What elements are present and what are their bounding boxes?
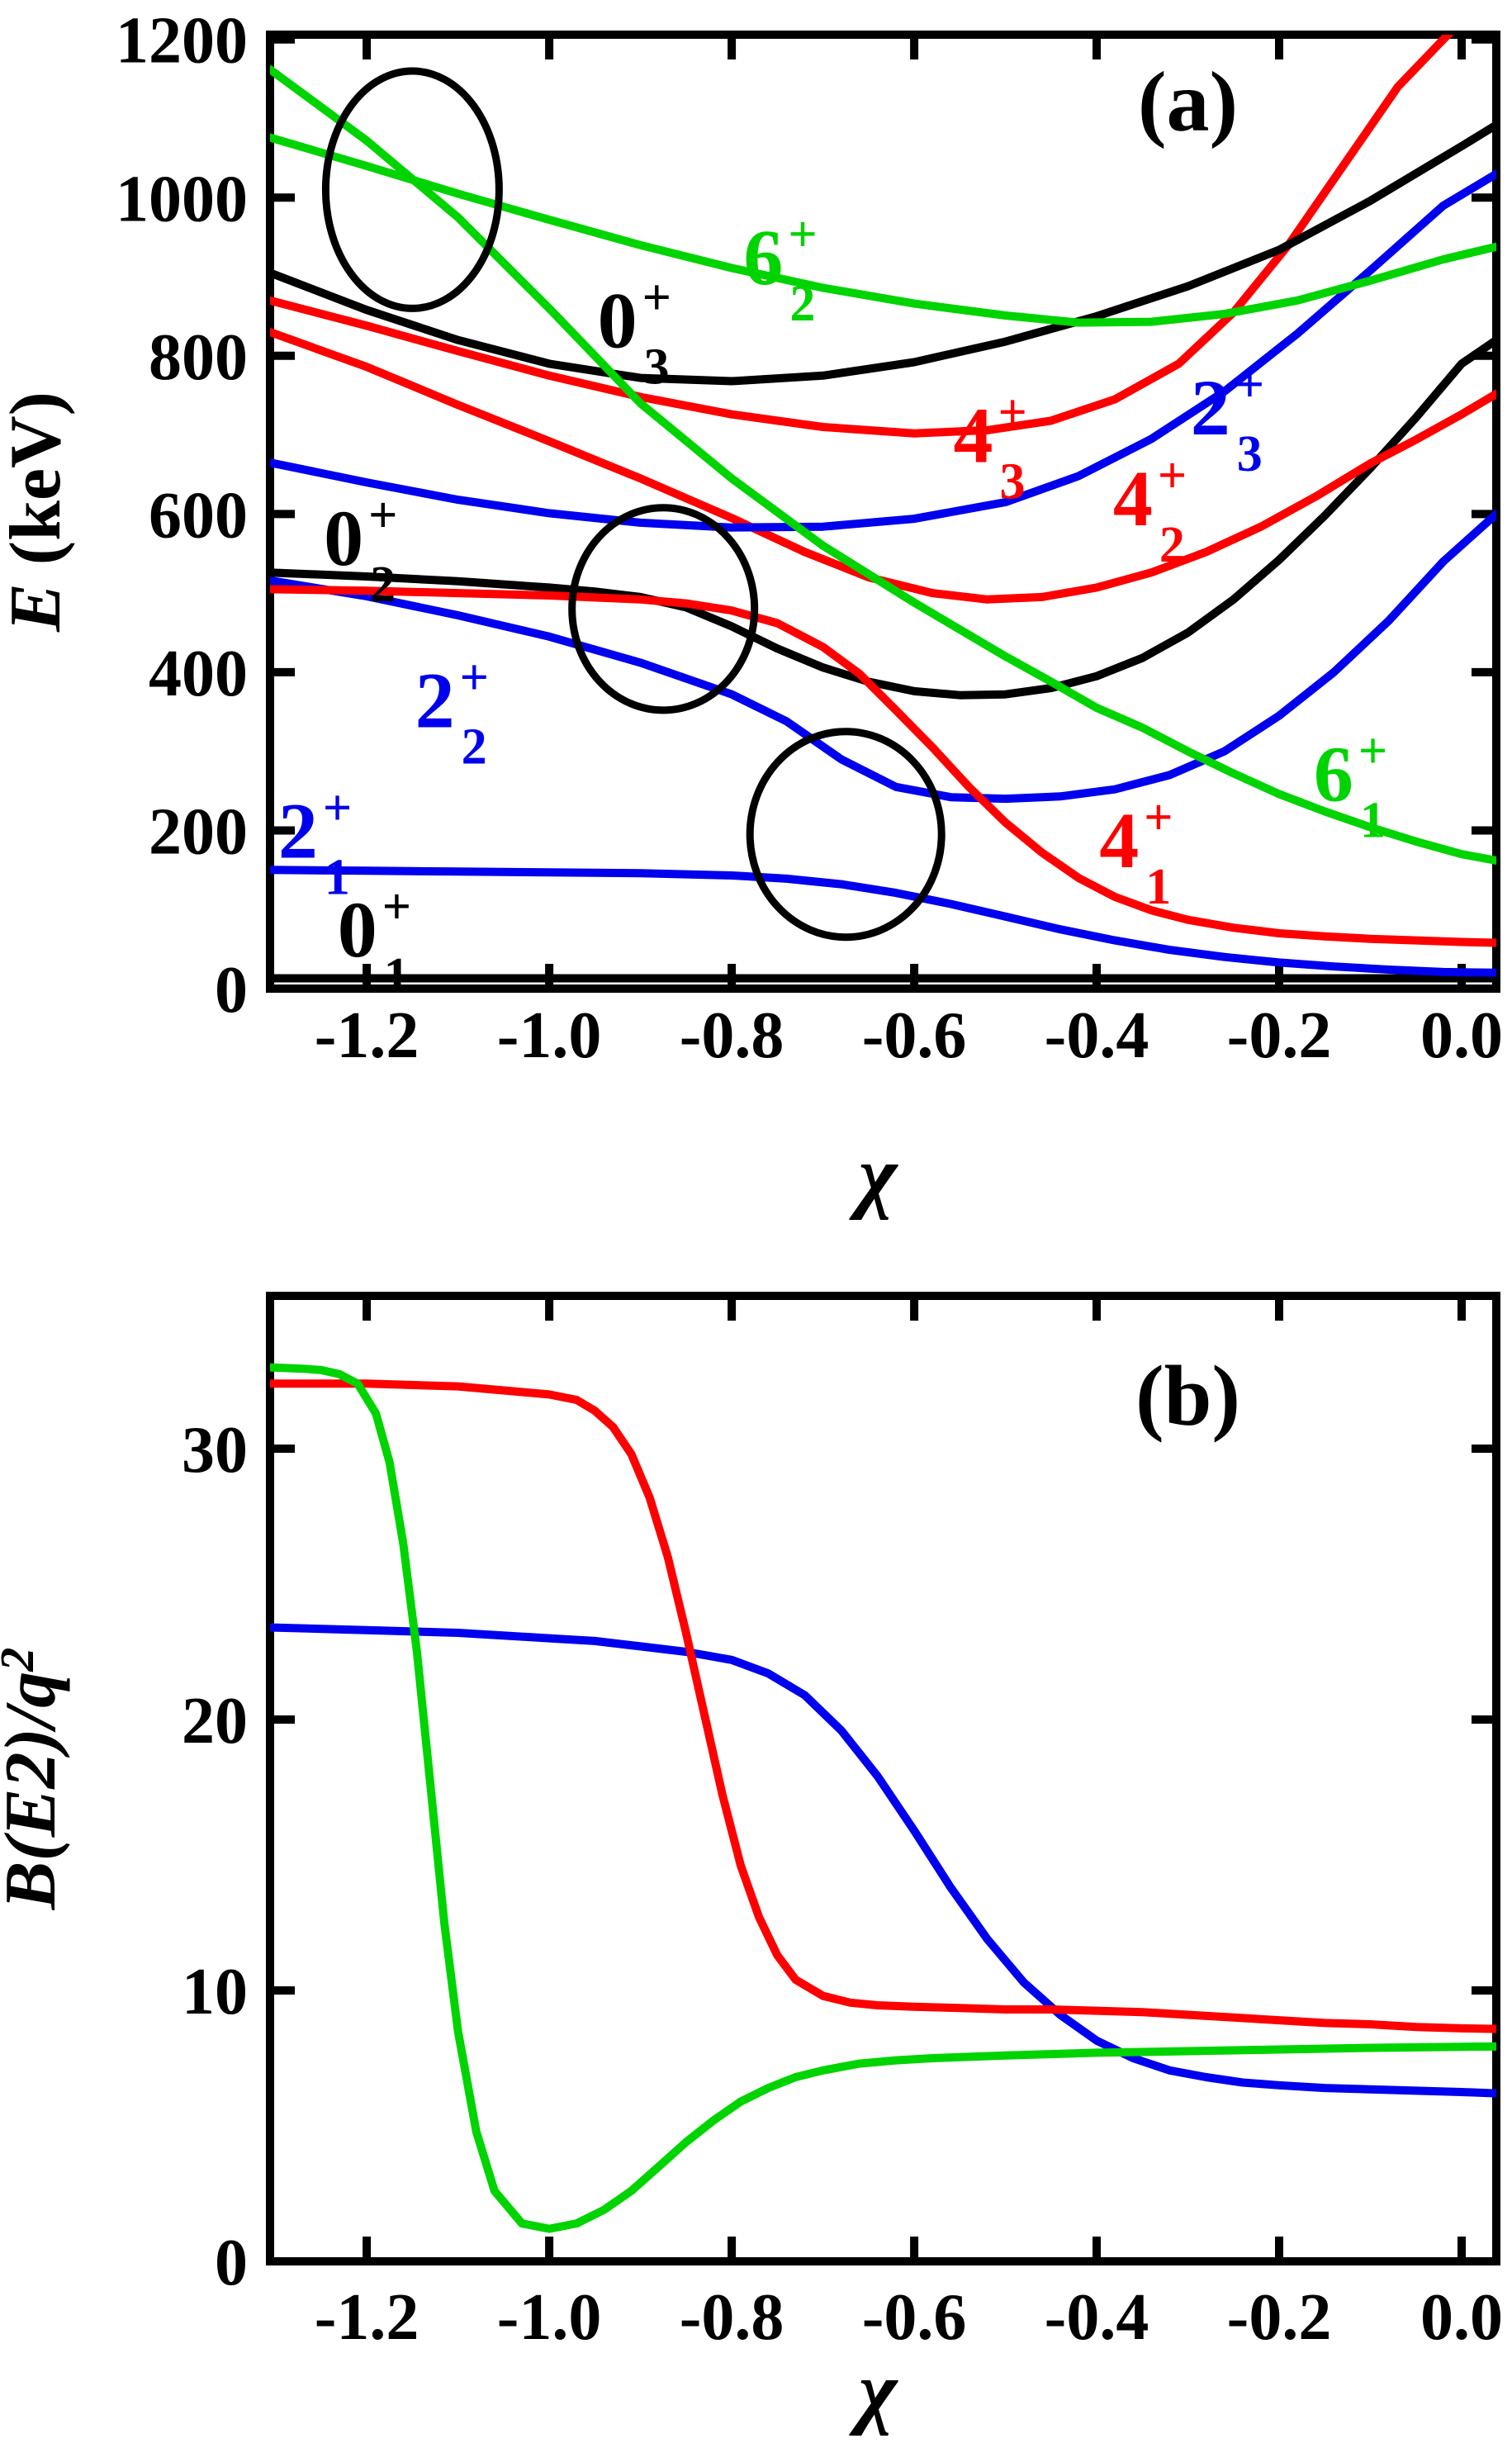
curve-4_1_plus [270,585,1496,947]
curve-4_2_plus [270,328,1496,604]
x-tick-label: -1.2 [315,999,419,1072]
y-axis-title: E (keV) [0,391,76,633]
y-tick-label: 20 [182,1685,248,1758]
x-tick-label: -0.8 [680,999,784,1072]
crossing-circle-mid [568,504,759,714]
state-label-2_3: 2+ 3 [1191,357,1264,482]
state-label-2_2: 2+ 2 [415,649,489,775]
y-tick-label: 200 [149,796,248,869]
x-axis-title: χ [849,2345,899,2436]
series-group [270,35,1496,983]
x-axis-title: χ [849,1129,899,1221]
x-tick-label: -1.0 [497,2281,602,2354]
x-tick-label: -0.6 [862,2281,967,2354]
y-tick-label: 30 [182,1414,248,1487]
state-label-6_2: 6+ 2 [743,206,817,332]
y-tick-label: 800 [149,321,248,394]
curve-0_2_plus [270,335,1496,700]
x-tick-label: -1.0 [497,999,602,1072]
state-label-4_2: 4+ 2 [1113,448,1187,573]
y-tick-label: 10 [182,1956,248,2028]
state-label-0_1: 0+ 1 [338,879,411,1004]
y-tick-label: 600 [149,479,248,552]
series-group [270,1363,1496,2233]
state-label-4_1: 4+ 1 [1099,790,1173,915]
curve-0_3_plus [270,121,1496,386]
x-tick-label: -0.4 [1045,999,1149,1072]
panel-a-frame [266,31,1500,993]
curve-6_2_plus [270,133,1496,327]
crossing-circle-low [746,728,946,942]
y-tick-label: 1000 [116,163,248,235]
curve-6_1_plus [270,65,1496,865]
y-tick-label: 400 [149,638,248,710]
panel-label-b: (b) [1135,1349,1240,1444]
state-label-2_1: 2+ 1 [278,780,352,906]
panel-b-be2-chart: -1.2 -1.0 -0.8 -0.6 -0.4 -0.2 0.0 0 10 20 30 (b) χ B(… [0,1292,1503,2436]
y-tick-label: 0 [215,954,248,1027]
state-label-6_1: 6+ 1 [1314,723,1387,849]
panel-label-a: (a) [1138,55,1238,149]
curve-2_1_plus [270,866,1496,977]
panel-a-energy-chart: -1.2 -1.0 -0.8 -0.6 -0.4 -0.2 0.0 0 200 400 600 800… [0,5,1503,1221]
x-tick-label: -0.8 [680,2281,784,2354]
state-label-4_3: 4+ 3 [954,385,1027,510]
x-tick-label: -0.6 [862,999,967,1072]
state-label-0_2: 0+ 2 [324,487,397,613]
state-label-0_3: 0+ 3 [598,270,671,396]
x-tick-label: 0.0 [1420,999,1503,1072]
curve-red-curve [270,1379,1496,2033]
x-tick-label: -0.4 [1045,2281,1149,2354]
crossing-circle-6states [321,67,503,312]
y-axis-title: B(E2)/q2 [0,1648,71,1911]
x-tick-label: 0.0 [1420,2281,1503,2354]
curve-green-curve [270,1363,1496,2233]
curve-blue-curve [270,1623,1496,2098]
panel-b-frame [266,1292,1500,2265]
curve-2_3_plus [270,169,1496,532]
curve-4_3_plus [270,35,1454,438]
x-tick-label: -1.2 [315,2281,419,2354]
y-tick-label: 1200 [116,5,248,78]
y-tick-label: 0 [215,2227,248,2299]
x-tick-label: -0.2 [1227,999,1332,1072]
x-tick-label: -0.2 [1227,2281,1332,2354]
